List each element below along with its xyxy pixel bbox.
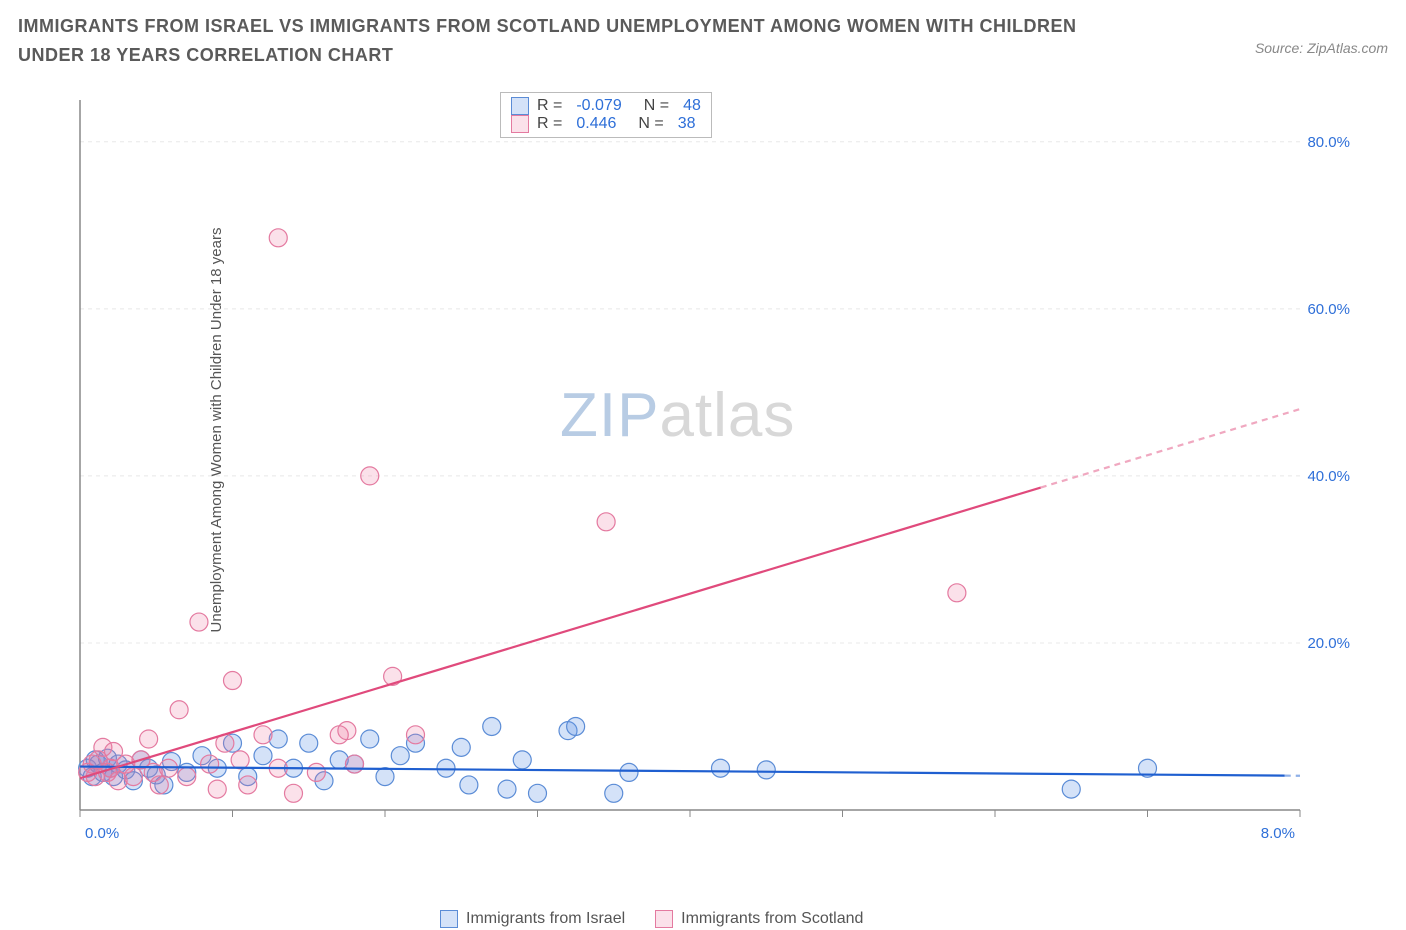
chart-title: IMMIGRANTS FROM ISRAEL VS IMMIGRANTS FRO… [18,12,1138,70]
chart-header: IMMIGRANTS FROM ISRAEL VS IMMIGRANTS FRO… [18,12,1388,70]
svg-text:40.0%: 40.0% [1307,468,1350,485]
legend-label-scotland: Immigrants from Scotland [681,910,863,928]
legend-label-israel: Immigrants from Israel [466,910,625,928]
svg-text:20.0%: 20.0% [1307,635,1350,652]
series-legend: Immigrants from Israel Immigrants from S… [440,910,863,928]
svg-text:8.0%: 8.0% [1261,825,1295,842]
legend-item-israel: Immigrants from Israel [440,910,625,928]
svg-text:0.0%: 0.0% [85,825,119,842]
swatch-israel-icon [440,910,458,928]
scatter-chart: 20.0% 40.0% 60.0% 80.0% 0.0% 8.0% [70,90,1386,890]
svg-text:60.0%: 60.0% [1307,301,1350,318]
svg-text:80.0%: 80.0% [1307,134,1350,151]
legend-item-scotland: Immigrants from Scotland [655,910,863,928]
source-attribution: Source: ZipAtlas.com [1255,40,1388,56]
swatch-scotland-icon [655,910,673,928]
chart-svg: 20.0% 40.0% 60.0% 80.0% 0.0% 8.0% [70,90,1370,850]
